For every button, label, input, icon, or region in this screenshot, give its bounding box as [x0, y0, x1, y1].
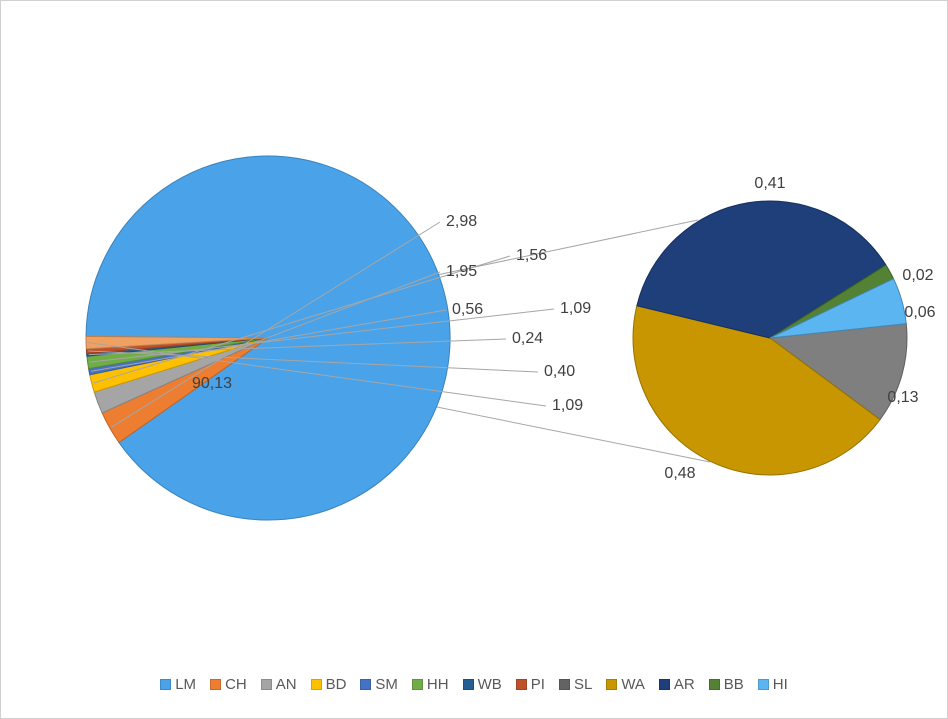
- label-ch: 2,98: [446, 213, 477, 230]
- legend-swatch: [310, 679, 322, 690]
- legend-label: BB: [723, 676, 744, 693]
- legend-swatch: [658, 679, 670, 690]
- legend-item-sm: SM: [360, 676, 398, 693]
- legend-label: WA: [621, 676, 645, 693]
- leader-line-ch: [111, 221, 441, 428]
- leader-line-pi: [88, 350, 539, 373]
- legend-item-wb: WB: [462, 676, 502, 693]
- secondary-pie: [632, 200, 908, 476]
- slice-hi: [769, 278, 907, 339]
- legend-item-bb: BB: [708, 676, 744, 693]
- data-labels: 90,13 2,98 1,95 1,56 0,56 1,09 0,240,40 1,09 0,1…: [192, 175, 936, 482]
- legend-label: SL: [573, 676, 593, 693]
- legend-label: HH: [426, 676, 449, 693]
- legend-swatch: [360, 679, 372, 690]
- legend-swatch: [411, 679, 423, 690]
- legend-item-ar: AR: [658, 676, 695, 693]
- leader-lines: [87, 221, 555, 428]
- legend-swatch: [757, 679, 769, 690]
- label-wa: 0,48: [664, 465, 695, 482]
- legend: LM CH AN BD SM HH WB PI SL WA AR BB HI: [0, 676, 948, 693]
- legend-label: LM: [175, 676, 197, 693]
- slice-sl: [768, 323, 908, 421]
- label-sm: 0,56: [452, 301, 483, 318]
- legend-label: BD: [325, 676, 347, 693]
- legend-label: WB: [477, 676, 502, 693]
- legend-item-sl: SL: [558, 676, 593, 693]
- legend-item-hi: HI: [757, 676, 788, 693]
- legend-swatch: [160, 679, 172, 690]
- label-pi: 0,40: [544, 363, 575, 380]
- legend-item-lm: LM: [160, 676, 196, 693]
- label-bd: 1,56: [516, 247, 547, 264]
- label-other: 1,09: [552, 397, 583, 414]
- leader-line-sm: [91, 309, 447, 372]
- legend-item-hh: HH: [411, 676, 449, 693]
- legend-swatch: [558, 679, 570, 690]
- slice-other: [85, 335, 269, 350]
- legend-item-pi: PI: [515, 676, 545, 693]
- legend-item-wa: WA: [606, 676, 645, 693]
- legend-item-bd: BD: [310, 676, 347, 693]
- legend-label: SM: [375, 676, 398, 693]
- label-bb: 0,02: [902, 267, 933, 284]
- legend-swatch: [462, 679, 474, 690]
- leader-line-bd: [93, 255, 511, 384]
- legend-swatch: [708, 679, 720, 690]
- label-sl: 0,13: [887, 389, 918, 406]
- legend-item-ch: CH: [210, 676, 247, 693]
- label-lm: 90,13: [192, 375, 232, 392]
- label-ar: 0,41: [754, 175, 785, 192]
- legend-label: HI: [772, 676, 788, 693]
- label-an: 1,95: [446, 263, 477, 280]
- label-wb: 0,24: [512, 330, 543, 347]
- legend-item-an: AN: [260, 676, 297, 693]
- legend-swatch: [606, 679, 618, 690]
- legend-label: CH: [225, 676, 247, 693]
- leader-line-other: [87, 342, 547, 407]
- label-hh: 1,09: [560, 300, 591, 317]
- slice-wa: [632, 305, 881, 476]
- legend-label: AR: [673, 676, 695, 693]
- legend-swatch: [210, 679, 222, 690]
- legend-swatch: [515, 679, 527, 690]
- legend-label: PI: [530, 676, 545, 693]
- leader-line-an: [99, 271, 441, 403]
- label-hi: 0,06: [904, 304, 935, 321]
- legend-swatch: [260, 679, 272, 690]
- legend-label: AN: [275, 676, 297, 693]
